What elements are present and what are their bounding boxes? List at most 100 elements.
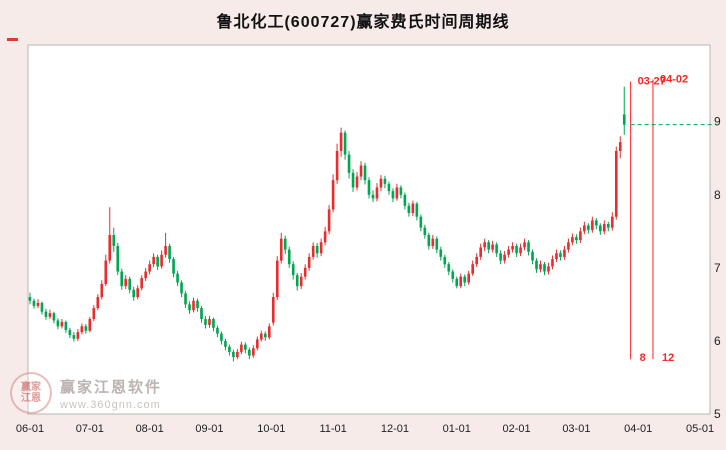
candle-body bbox=[511, 245, 514, 250]
candle-body bbox=[371, 194, 375, 199]
candle-body bbox=[335, 150, 339, 181]
candle-body bbox=[355, 176, 359, 188]
candle-body bbox=[427, 234, 431, 246]
candle-body bbox=[555, 253, 558, 260]
candle-body bbox=[216, 327, 219, 334]
candle-body bbox=[56, 320, 60, 327]
candle-body bbox=[487, 242, 490, 250]
brand-seal-logo: 赢家 江恩 bbox=[10, 372, 52, 414]
candle-body bbox=[44, 311, 48, 317]
candle-body bbox=[68, 329, 72, 336]
candle-body bbox=[475, 256, 479, 265]
candle-body bbox=[614, 150, 618, 217]
candle-body bbox=[439, 249, 443, 257]
candle-body bbox=[168, 245, 171, 260]
candle-body bbox=[132, 289, 136, 298]
candle-body bbox=[232, 351, 235, 358]
candle-body bbox=[88, 319, 92, 331]
candle-body bbox=[240, 344, 243, 352]
candle-body bbox=[212, 319, 215, 328]
candle-body bbox=[152, 256, 155, 265]
candle-body bbox=[196, 300, 199, 309]
candle-body bbox=[72, 335, 76, 339]
watermark-url: www.360gnn.com bbox=[60, 398, 161, 411]
candle-body bbox=[224, 340, 227, 347]
chart-title: 鲁北化工(600727)赢家费氏时间周期线 bbox=[216, 14, 510, 31]
candle-body bbox=[40, 302, 44, 312]
candle-body bbox=[563, 249, 566, 257]
candle-body bbox=[527, 242, 530, 252]
candle-body bbox=[339, 132, 343, 151]
candle-body bbox=[180, 282, 183, 294]
candle-body bbox=[503, 254, 506, 261]
candle-body bbox=[80, 326, 84, 333]
candle-body bbox=[271, 297, 275, 323]
candle-body bbox=[311, 245, 315, 257]
x-axis-label: 01-01 bbox=[443, 423, 471, 435]
candle-body bbox=[327, 209, 331, 232]
candle-body bbox=[92, 308, 96, 320]
candle-body bbox=[52, 313, 56, 321]
candle-body bbox=[495, 244, 498, 254]
candle-body bbox=[347, 154, 351, 173]
candle-body bbox=[291, 264, 295, 276]
watermark-brand: 赢家江恩软件 bbox=[60, 378, 163, 396]
candle-body bbox=[76, 332, 80, 339]
y-axis-label: 9 bbox=[714, 115, 721, 129]
candle-body bbox=[208, 319, 211, 325]
candle-body bbox=[459, 276, 463, 287]
candle-body bbox=[60, 321, 64, 327]
candle-body bbox=[547, 266, 550, 272]
candle-body bbox=[579, 231, 582, 241]
candle-body bbox=[618, 142, 622, 151]
candle-body bbox=[108, 234, 112, 261]
candle-body bbox=[244, 344, 247, 350]
candle-body bbox=[403, 194, 407, 206]
x-axis-label: 08-01 bbox=[136, 423, 164, 435]
candle-body bbox=[391, 191, 395, 199]
candle-body bbox=[267, 326, 271, 338]
candle-body bbox=[463, 276, 467, 283]
candle-body bbox=[28, 297, 32, 301]
candle-body bbox=[499, 253, 502, 261]
candle-body bbox=[172, 259, 175, 274]
candle-body bbox=[435, 238, 439, 250]
corner-mark bbox=[7, 38, 18, 41]
x-axis-label: 06-01 bbox=[16, 423, 44, 435]
candle-body bbox=[104, 260, 108, 284]
fib-line-count-label: 12 bbox=[662, 352, 674, 364]
candle-body bbox=[567, 242, 570, 250]
candle-body bbox=[551, 259, 554, 267]
candle-body bbox=[351, 172, 355, 188]
candle-body bbox=[471, 264, 475, 274]
candle-body bbox=[535, 260, 538, 270]
candle-body bbox=[252, 348, 255, 356]
candle-body bbox=[599, 225, 602, 232]
candle-body bbox=[323, 231, 327, 243]
candle-body bbox=[595, 220, 598, 226]
candle-body bbox=[96, 297, 100, 309]
candle-body bbox=[228, 346, 231, 352]
candle-body bbox=[48, 313, 52, 317]
candle-body bbox=[419, 216, 423, 228]
candle-body bbox=[523, 242, 526, 248]
x-axis-label: 07-01 bbox=[76, 423, 104, 435]
candle-body bbox=[128, 278, 132, 290]
x-axis-label: 09-01 bbox=[195, 423, 223, 435]
candle-body bbox=[387, 183, 391, 192]
candle-body bbox=[602, 224, 606, 232]
watermark: 赢家 江恩 赢家江恩软件 www.360gnn.com bbox=[10, 372, 162, 414]
candle-body bbox=[120, 271, 124, 287]
candle-body bbox=[575, 237, 578, 241]
candle-body bbox=[331, 180, 335, 210]
candle-body bbox=[124, 278, 128, 287]
candle-body bbox=[359, 165, 363, 177]
seal-text-top: 赢家 bbox=[21, 381, 41, 393]
seal-text-bottom: 江恩 bbox=[21, 393, 41, 404]
candle-body bbox=[204, 319, 207, 325]
x-axis-label: 10-01 bbox=[257, 423, 285, 435]
fib-line-date-label: 04-02 bbox=[660, 73, 688, 85]
candle-body bbox=[283, 238, 287, 250]
candle-body bbox=[307, 256, 311, 268]
